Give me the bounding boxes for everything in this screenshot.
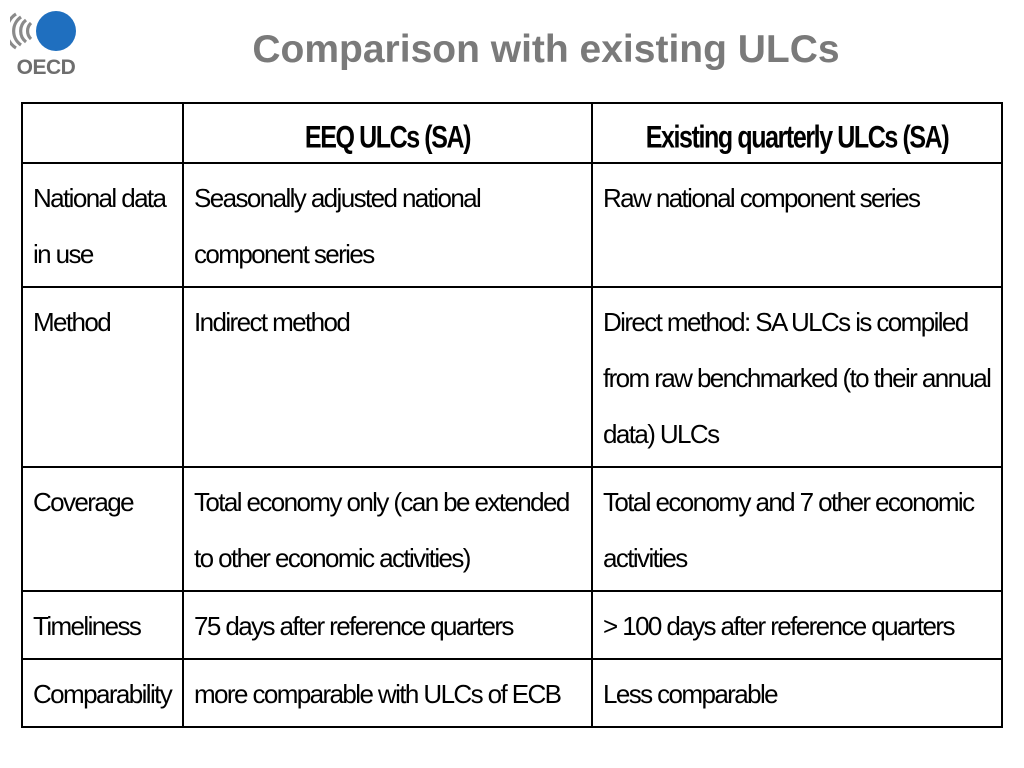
table-row: Method Indirect method Direct method: SA…	[21, 286, 1003, 468]
row-label: Method	[21, 286, 184, 468]
existing-cell: Total economy and 7 other economic activ…	[591, 466, 1003, 592]
row-label: National data in use	[21, 162, 184, 288]
row-label: Timeliness	[21, 590, 184, 660]
eeq-cell: Seasonally adjusted national component s…	[182, 162, 593, 288]
oecd-logo: OECD	[10, 10, 82, 80]
page-title: Comparison with existing ULCs	[252, 28, 840, 71]
table-row: Timeliness 75 days after reference quart…	[21, 590, 1003, 660]
existing-cell: > 100 days after reference quarters	[591, 590, 1003, 660]
eeq-cell: more comparable with ULCs of ECB	[182, 658, 593, 728]
existing-cell: Raw national component series	[591, 162, 1003, 288]
oecd-logo-mark-icon	[10, 11, 76, 51]
eeq-cell: 75 days after reference quarters	[182, 590, 593, 660]
table-row: Coverage Total economy only (can be exte…	[21, 466, 1003, 592]
eeq-cell: Indirect method	[182, 286, 593, 468]
table-row: National data in use Seasonally adjusted…	[21, 162, 1003, 288]
header-cell-eeq: EEQ ULCs (SA)	[182, 102, 593, 164]
table-row: Comparability more comparable with ULCs …	[21, 658, 1003, 728]
header-cell-existing: Existing quarterly ULCs (SA)	[591, 102, 1003, 164]
eeq-cell: Total economy only (can be extended to o…	[182, 466, 593, 592]
row-label: Comparability	[21, 658, 184, 728]
row-label: Coverage	[21, 466, 184, 592]
oecd-logo-text: OECD	[16, 56, 76, 79]
existing-cell: Direct method: SA ULCs is compiled from …	[591, 286, 1003, 468]
comparison-table: EEQ ULCs (SA) Existing quarterly ULCs (S…	[21, 102, 1003, 728]
table-header-row: EEQ ULCs (SA) Existing quarterly ULCs (S…	[21, 102, 1003, 164]
header-cell-empty	[21, 102, 184, 164]
existing-cell: Less comparable	[591, 658, 1003, 728]
